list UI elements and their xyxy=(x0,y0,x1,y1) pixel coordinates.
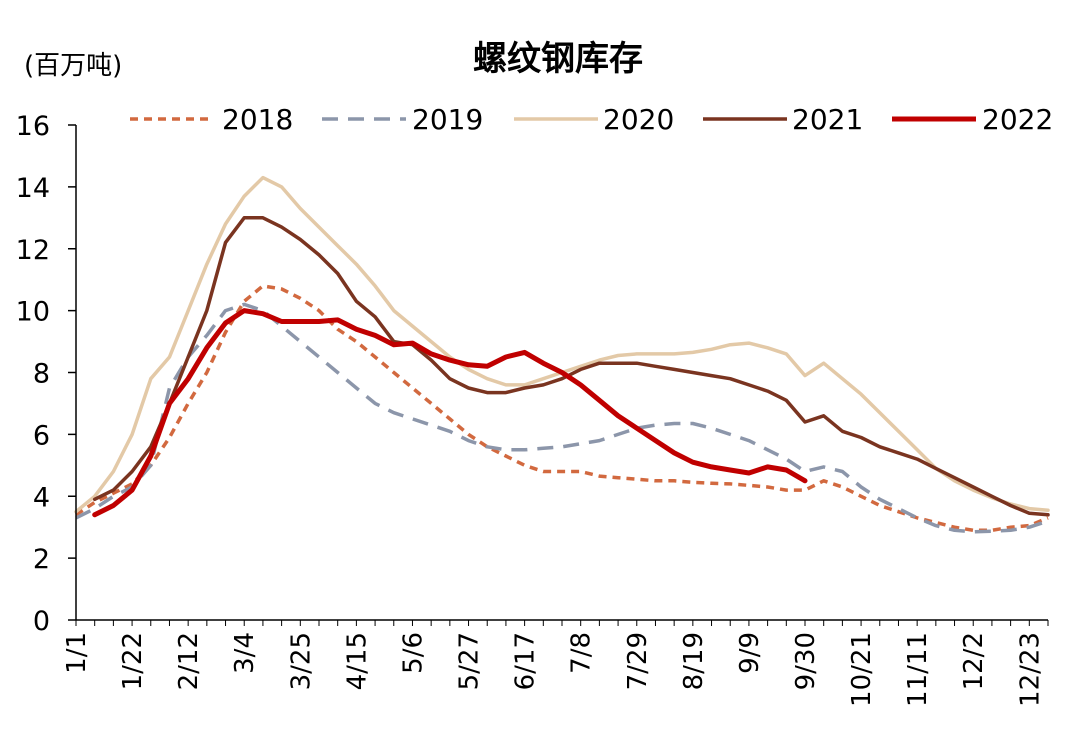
x-tick-label: 8/19 xyxy=(679,632,709,690)
y-tick-label: 2 xyxy=(33,544,50,575)
x-tick-label: 6/17 xyxy=(511,632,541,690)
x-tick-label: 7/29 xyxy=(623,632,653,690)
y-tick-label: 14 xyxy=(16,173,50,204)
x-tick-label: 9/9 xyxy=(735,632,765,674)
y-tick-label: 6 xyxy=(33,420,50,451)
x-tick-label: 2/12 xyxy=(174,632,204,690)
axes: 0 2 4 6 8 10 12 14 16 1/1 1/22 2/12 3/4 3/25 4/15 5/6 5/… xyxy=(16,111,1049,707)
series-layer xyxy=(74,175,1050,534)
y-tick-label: 12 xyxy=(16,235,50,266)
unit-label: (百万吨) xyxy=(24,51,122,81)
legend-label-2018: 2018 xyxy=(222,103,293,136)
legend: 2018 2019 2020 2021 2022 xyxy=(130,103,1053,136)
legend-label-2019: 2019 xyxy=(412,103,483,136)
plot-area: 0 2 4 6 8 10 12 14 16 1/1 1/22 2/12 3/4 3/25 4/15 5/6 5/… xyxy=(16,111,1050,707)
x-tick-label: 5/27 xyxy=(455,632,485,690)
y-tick-label: 8 xyxy=(33,359,50,390)
x-tick-label: 3/4 xyxy=(230,632,260,674)
legend-label-2022: 2022 xyxy=(982,103,1053,136)
x-tick-label: 7/8 xyxy=(567,632,597,674)
x-tick-label: 12/23 xyxy=(1015,632,1045,707)
legend-label-2020: 2020 xyxy=(603,103,674,136)
series-line-2021 xyxy=(92,216,1050,517)
y-tick-label: 10 xyxy=(16,297,50,328)
y-tick-label: 16 xyxy=(16,111,50,142)
series-line-2022 xyxy=(92,308,808,518)
legend-label-2021: 2021 xyxy=(792,103,863,136)
x-tick-label: 4/15 xyxy=(342,632,372,690)
x-tick-label: 1/22 xyxy=(118,632,148,690)
series-line-2019 xyxy=(75,302,1049,534)
x-tick-label: 9/30 xyxy=(791,632,821,690)
x-tick-label: 10/21 xyxy=(847,632,877,707)
chart-title: 螺纹钢库存 xyxy=(473,39,643,79)
y-tick-label: 0 xyxy=(33,606,50,637)
x-tick-label: 11/11 xyxy=(903,632,933,707)
x-tick-label: 1/1 xyxy=(62,632,92,674)
y-tick-label: 4 xyxy=(33,482,50,513)
x-tick-label: 5/6 xyxy=(398,632,428,674)
series-line-2020 xyxy=(74,175,1050,514)
x-tick-label: 3/25 xyxy=(286,632,316,690)
series-line-2018 xyxy=(75,284,1049,533)
x-tick-label: 12/2 xyxy=(959,632,989,690)
